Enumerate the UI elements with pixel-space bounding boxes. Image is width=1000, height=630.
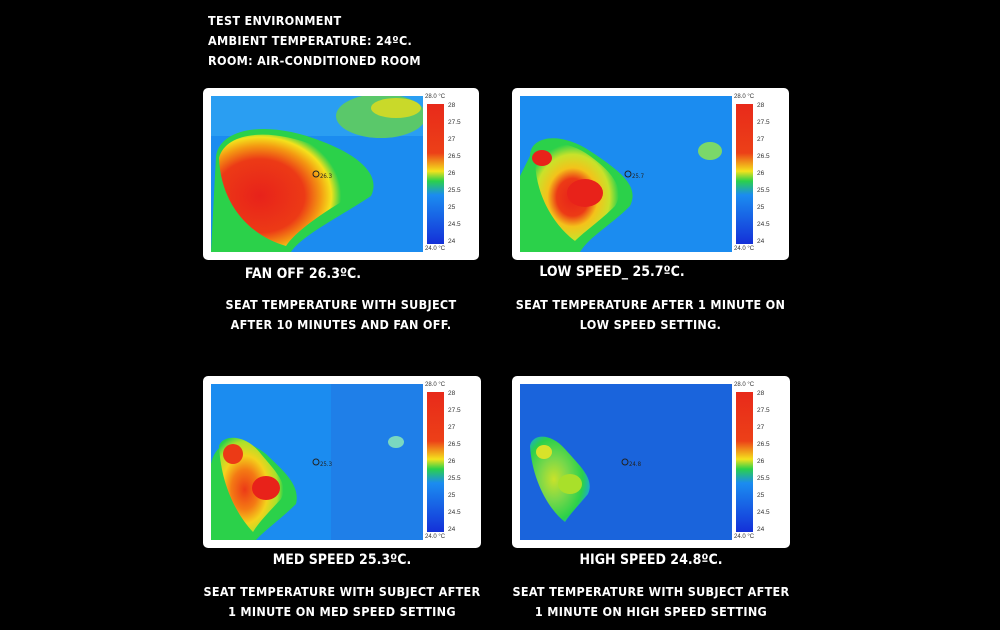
scale-tick: 25 (757, 204, 765, 211)
scale-tick: 25 (757, 492, 765, 499)
thermal-map: 25.7 (520, 96, 732, 252)
ambient-temperature: AMBIENT TEMPERATURE: 24ºC. (208, 33, 413, 48)
panel-title-fan-off: FAN OFF 26.3ºC. (244, 266, 362, 282)
scale-tick: 25 (448, 204, 456, 211)
spot-marker-low-speed: 25.7 (632, 173, 644, 180)
scale-tick: 24.5 (448, 221, 461, 228)
scale-tick: 24.5 (448, 509, 461, 516)
room-type: ROOM: AIR-CONDITIONED ROOM (208, 53, 421, 68)
panel-desc-high-speed: SEAT TEMPERATURE WITH SUBJECT AFTER 1 MI… (512, 584, 790, 619)
scale-tick: 24.5 (757, 221, 770, 228)
spot-marker-fan-off: 26.3 (320, 173, 332, 180)
scale-tick: 24 (757, 526, 765, 533)
scale-tick: 28 (757, 102, 765, 109)
scale-tick: 27.5 (448, 407, 461, 414)
scale-min-label: 24.0 °C (734, 246, 755, 252)
scale-tick: 27 (757, 424, 765, 431)
scale-max-label: 28.0 °C (734, 382, 755, 388)
scale-tick: 25.5 (448, 187, 461, 194)
color-scale-bar (736, 392, 753, 532)
color-scale-bar (427, 392, 444, 532)
scale-tick: 26 (757, 170, 765, 177)
scale-tick: 28 (448, 102, 456, 109)
scale-tick: 27 (757, 136, 765, 143)
scale-tick: 27.5 (757, 407, 770, 414)
scale-tick: 26.5 (757, 441, 770, 448)
thermal-map: 25.3 (211, 384, 423, 540)
scale-tick: 26.5 (448, 153, 461, 160)
thermal-map: 26.3 (211, 96, 423, 252)
scale-tick: 26.5 (448, 441, 461, 448)
thermal-image-low-speed: 25.7 28.0 °C 28 27.5 27 26.5 26 25.5 25 … (512, 88, 789, 260)
scale-tick: 26 (448, 170, 456, 177)
spot-marker-high-speed: 24.8 (629, 461, 642, 468)
scale-min-label: 24.0 °C (425, 534, 446, 540)
scale-tick: 24 (448, 526, 456, 533)
scale-max-label: 28.0 °C (425, 94, 446, 100)
panel-desc-fan-off: SEAT TEMPERATURE WITH SUBJECT AFTER 10 M… (225, 297, 457, 332)
spot-marker-med-speed: 25.3 (320, 461, 332, 468)
environment-title: TEST ENVIRONMENT (208, 13, 342, 28)
thermal-image-fan-off: 26.3 28.0 °C 28 27.5 27 26.5 26 25.5 25 … (203, 88, 479, 260)
scale-tick: 28 (448, 390, 456, 397)
scale-tick: 26 (757, 458, 765, 465)
test-environment-info: TEST ENVIRONMENT AMBIENT TEMPERATURE: 24… (208, 11, 421, 71)
scale-tick: 25.5 (448, 475, 461, 482)
panel-title-low-speed: LOW SPEED_ 25.7ºC. (539, 264, 685, 280)
panel-title-high-speed: HIGH SPEED 24.8ºC. (579, 552, 723, 568)
scale-tick: 25.5 (757, 187, 770, 194)
panel-desc-low-speed: SEAT TEMPERATURE AFTER 1 MINUTE ON LOW S… (515, 297, 786, 332)
thermal-image-med-speed: 25.3 28.0 °C 28 27.5 27 26.5 26 25.5 25 … (203, 376, 481, 548)
scale-tick: 25 (448, 492, 456, 499)
scale-tick: 26.5 (757, 153, 770, 160)
scale-tick: 27 (448, 136, 456, 143)
panel-desc-med-speed: SEAT TEMPERATURE WITH SUBJECT AFTER 1 MI… (203, 584, 481, 619)
scale-max-label: 28.0 °C (425, 382, 446, 388)
scale-tick: 24 (448, 238, 456, 245)
scale-tick: 24 (757, 238, 765, 245)
thermal-image-high-speed: 24.8 28.0 °C 28 27.5 27 26.5 26 25.5 25 … (512, 376, 790, 548)
color-scale-bar (427, 104, 444, 244)
scale-min-label: 24.0 °C (425, 246, 446, 252)
color-scale-bar (736, 104, 753, 244)
scale-tick: 28 (757, 390, 765, 397)
scale-tick: 26 (448, 458, 456, 465)
scale-tick: 27.5 (448, 119, 461, 126)
panel-title-med-speed: MED SPEED 25.3ºC. (272, 552, 412, 568)
scale-tick: 27.5 (757, 119, 770, 126)
scale-tick: 27 (448, 424, 456, 431)
scale-max-label: 28.0 °C (734, 94, 755, 100)
thermal-map: 24.8 (520, 384, 732, 540)
scale-tick: 25.5 (757, 475, 770, 482)
scale-tick: 24.5 (757, 509, 770, 516)
scale-min-label: 24.0 °C (734, 534, 755, 540)
